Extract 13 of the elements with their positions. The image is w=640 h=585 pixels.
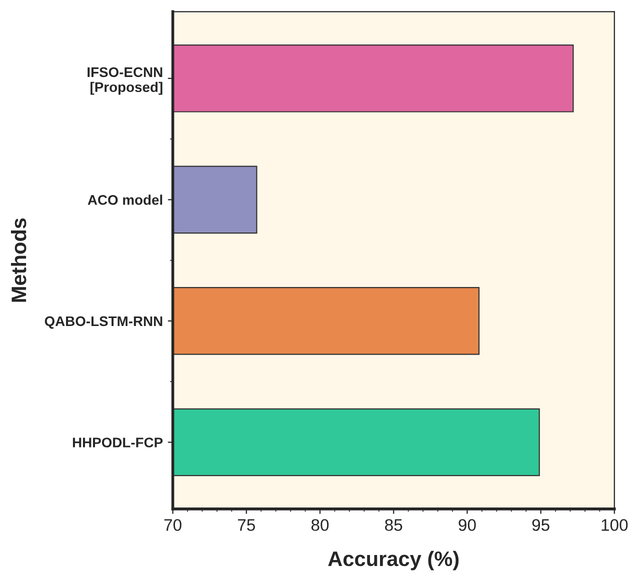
y-tick-label: ACO model <box>88 194 162 205</box>
x-tick-label: 90 <box>458 519 476 531</box>
y-tick-label: QABO-LSTM-RNN <box>44 316 162 329</box>
x-tick-label: 85 <box>385 519 402 531</box>
x-tick-label: 75 <box>238 519 255 531</box>
x-axis-title: Accuracy (%) <box>328 550 459 570</box>
x-tick-label: 100 <box>602 519 628 531</box>
y-axis-title: Methods <box>10 218 26 302</box>
x-tick-label: 70 <box>164 519 182 531</box>
x-tick-label: 80 <box>311 519 329 531</box>
y-tick-label: HHPODL-FCP <box>72 438 163 448</box>
y-tick-label: IFSO-ECNN [Proposed] <box>88 67 162 95</box>
x-tick-label: 95 <box>532 519 550 531</box>
